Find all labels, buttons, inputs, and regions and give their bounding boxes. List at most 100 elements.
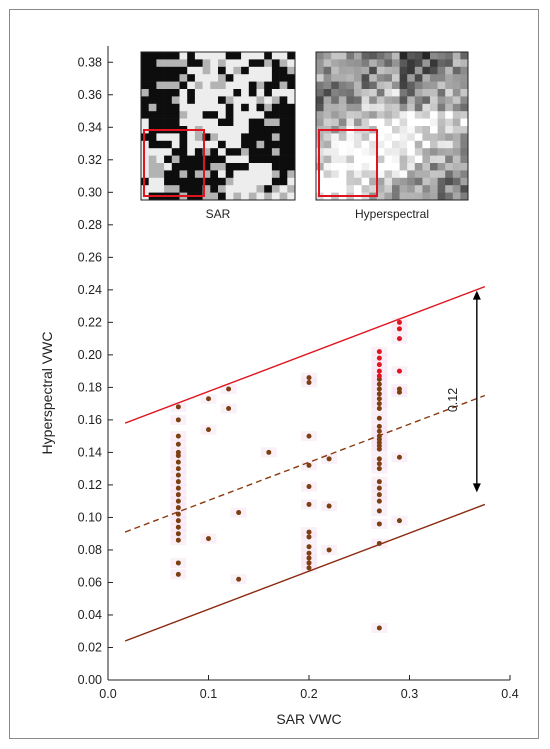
inset-pixel xyxy=(210,140,219,149)
inset-pixel xyxy=(369,170,378,179)
inset-pixel xyxy=(323,111,332,119)
inset-pixel xyxy=(210,74,219,82)
inset-pixel xyxy=(233,163,242,171)
inset-pixel xyxy=(437,192,446,201)
inset-pixel xyxy=(248,52,257,60)
inset-pixel xyxy=(376,155,385,164)
inset-pixel xyxy=(271,170,280,179)
inset-pixel xyxy=(414,111,423,119)
inset-pixel xyxy=(407,133,416,142)
inset-pixel xyxy=(430,126,438,134)
highlight-point xyxy=(376,362,382,368)
inset-pixel xyxy=(287,155,296,164)
inset-pixel xyxy=(241,103,250,112)
inset-pixel xyxy=(361,66,370,75)
highlight-point xyxy=(396,336,402,342)
inset-pixel xyxy=(271,52,280,60)
inset-pixel xyxy=(422,66,431,75)
inset-pixel xyxy=(407,192,416,201)
inset-pixel xyxy=(264,52,273,60)
inset-pixel xyxy=(241,177,250,186)
inset-pixel xyxy=(354,155,362,164)
y-tick-label: 0.38 xyxy=(78,55,102,69)
inset-pixel xyxy=(369,81,378,90)
inset-pixel xyxy=(460,111,469,119)
inset-pixel xyxy=(414,148,423,156)
inset-pixel xyxy=(233,170,242,179)
inset-pixel xyxy=(271,126,280,134)
inset-pixel xyxy=(179,52,188,60)
inset-pixel xyxy=(164,96,173,105)
inset-pixel xyxy=(346,74,355,82)
inset-pixel xyxy=(218,192,226,201)
inset-pixel xyxy=(354,52,362,60)
inset-pixel xyxy=(287,81,296,90)
inset-pixel xyxy=(171,96,180,105)
data-point xyxy=(175,459,181,465)
inset-pixel xyxy=(241,133,250,142)
inset-pixel xyxy=(156,177,165,186)
inset-sar: SAR xyxy=(140,51,296,221)
inset-pixel xyxy=(210,89,219,97)
inset-pixel xyxy=(271,59,280,68)
inset-pixel xyxy=(225,192,234,201)
inset-pixel xyxy=(233,118,242,127)
data-point xyxy=(206,536,211,542)
inset-pixel xyxy=(264,103,273,112)
data-point xyxy=(396,454,402,460)
inset-pixel xyxy=(392,81,400,90)
inset-pixel xyxy=(399,96,408,105)
inset-pixel xyxy=(241,170,250,179)
inset-pixel xyxy=(460,163,469,171)
inset-pixel xyxy=(279,66,288,75)
inset-pixel xyxy=(194,59,203,68)
inset-layer: SAR Hyperspectral xyxy=(140,51,469,221)
inset-pixel xyxy=(407,59,416,68)
inset-pixel xyxy=(323,148,332,156)
inset-pixel xyxy=(376,103,385,112)
inset-pixel xyxy=(376,52,385,60)
figure-frame xyxy=(9,9,539,739)
inset-pixel xyxy=(194,163,203,171)
inset-pixel xyxy=(279,192,288,201)
inset-pixel xyxy=(218,177,226,186)
inset-highlight-box xyxy=(143,129,205,197)
inset-pixel xyxy=(384,59,393,68)
inset-pixel xyxy=(194,118,203,127)
inset-pixel xyxy=(361,163,370,171)
inset-pixel xyxy=(194,177,203,186)
inset-pixel xyxy=(256,89,265,97)
inset-pixel xyxy=(187,96,196,105)
y-tick-label: 0.06 xyxy=(78,575,102,589)
data-point xyxy=(376,401,382,407)
data-point xyxy=(175,441,181,447)
inset-pixel xyxy=(256,81,265,90)
inset-pixel xyxy=(346,59,355,68)
inset-pixel xyxy=(202,81,211,90)
y-tick-label: 0.22 xyxy=(78,315,102,329)
inset-pixel xyxy=(437,126,446,134)
inset-pixel xyxy=(241,126,250,134)
inset-pixel xyxy=(323,155,332,164)
inset-pixel xyxy=(202,133,211,142)
inset-pixel xyxy=(437,133,446,142)
inset-pixel xyxy=(256,155,265,164)
inset-pixel xyxy=(422,118,431,127)
inset-pixel xyxy=(452,52,461,60)
inset-pixel xyxy=(422,163,431,171)
inset-pixel xyxy=(156,185,165,193)
inset-pixel xyxy=(369,96,378,105)
inset-pixel xyxy=(392,52,400,60)
inset-pixel xyxy=(241,74,250,82)
inset-pixel xyxy=(248,148,257,156)
inset-pixel xyxy=(264,74,273,82)
inset-pixel xyxy=(264,133,273,142)
inset-pixel xyxy=(323,170,332,179)
inset-pixel xyxy=(164,133,173,142)
inset-pixel xyxy=(171,89,180,97)
inset-pixel xyxy=(399,148,408,156)
inset-pixel xyxy=(171,81,180,90)
data-point xyxy=(376,508,382,514)
inset-pixel xyxy=(287,140,296,149)
